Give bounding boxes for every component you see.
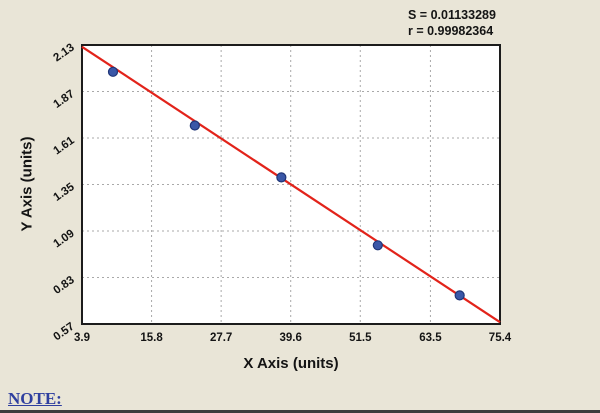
y-tick-label: 1.35 — [51, 181, 77, 204]
y-tick-label: 2.13 — [51, 42, 76, 65]
plot-border — [81, 44, 501, 325]
y-axis-title: Y Axis (units) — [18, 136, 36, 232]
y-tick-label: 1.61 — [51, 134, 77, 157]
regression-line — [81, 45, 501, 324]
data-point — [107, 66, 119, 77]
fit-statistics: S = 0.01133289 r = 0.99982364 — [408, 7, 496, 39]
x-tick-label: 63.5 — [419, 332, 442, 344]
bottom-divider — [0, 410, 600, 413]
data-point — [189, 120, 200, 131]
x-tick-label: 15.8 — [140, 332, 163, 344]
x-tick-label: 39.6 — [280, 332, 302, 344]
x-tick-label: 75.4 — [489, 332, 512, 344]
data-point — [454, 290, 465, 301]
data-point — [276, 172, 287, 183]
y-tick-label: 0.57 — [51, 321, 76, 344]
x-tick-label: 3.9 — [74, 332, 90, 344]
y-tick-label: 1.87 — [51, 88, 76, 111]
x-tick-label: 51.5 — [349, 332, 372, 344]
s-value: S = 0.01133289 — [408, 8, 496, 22]
y-tick-label: 0.83 — [51, 274, 76, 297]
x-tick-label: 27.7 — [210, 332, 232, 344]
data-point — [372, 240, 383, 251]
note-heading: NOTE: — [8, 389, 62, 408]
y-tick-label: 1.09 — [51, 228, 76, 251]
x-axis-title: X Axis (units) — [243, 355, 339, 372]
r-value: r = 0.99982364 — [408, 24, 494, 38]
